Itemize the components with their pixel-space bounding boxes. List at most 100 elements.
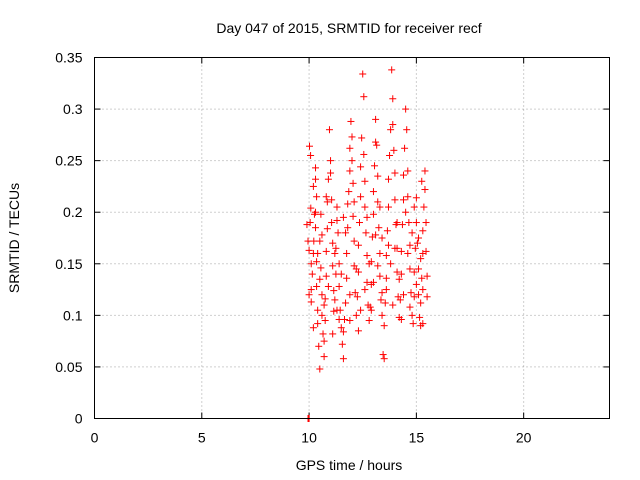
data-point xyxy=(366,303,374,311)
data-point xyxy=(374,172,382,180)
data-point xyxy=(332,244,340,252)
data-point xyxy=(375,224,383,232)
data-point xyxy=(312,175,320,183)
y-tick-label: 0.15 xyxy=(55,256,82,272)
data-point xyxy=(330,287,338,295)
data-point xyxy=(391,244,399,252)
data-point xyxy=(423,293,431,301)
data-point xyxy=(371,162,379,170)
data-point xyxy=(316,275,324,283)
data-point xyxy=(416,313,424,321)
data-point xyxy=(379,351,387,359)
data-point xyxy=(322,193,330,201)
data-point xyxy=(382,286,390,294)
data-point xyxy=(397,247,405,255)
data-point xyxy=(335,315,343,323)
grid-layer xyxy=(94,57,610,419)
data-point xyxy=(342,299,350,307)
data-point xyxy=(398,221,406,229)
data-point xyxy=(344,224,352,232)
data-point xyxy=(358,134,366,142)
data-point xyxy=(314,249,322,257)
data-point xyxy=(354,327,362,335)
data-point xyxy=(353,293,361,301)
y-tick-label: 0.3 xyxy=(63,101,83,117)
data-point xyxy=(404,167,412,175)
data-point xyxy=(335,282,343,290)
data-point xyxy=(337,324,345,332)
data-point xyxy=(382,274,390,282)
data-point xyxy=(312,224,320,232)
data-point xyxy=(333,216,341,224)
data-point xyxy=(390,146,398,154)
data-point xyxy=(415,234,423,242)
data-point xyxy=(410,203,418,211)
data-point xyxy=(409,320,417,328)
y-axis-label: SRMTID / TECUs xyxy=(6,183,22,293)
data-point xyxy=(357,163,365,171)
data-point xyxy=(369,210,377,218)
data-point xyxy=(400,291,407,299)
data-point xyxy=(403,126,411,134)
data-point xyxy=(387,260,395,268)
data-point xyxy=(323,198,331,206)
data-point xyxy=(423,272,431,280)
data-point xyxy=(421,186,429,194)
data-point xyxy=(321,295,329,303)
data-point xyxy=(307,298,315,306)
data-point xyxy=(333,306,341,314)
data-point xyxy=(365,317,373,325)
data-point xyxy=(352,311,360,319)
data-point xyxy=(354,241,362,249)
data-point xyxy=(306,142,314,150)
data-point xyxy=(316,365,324,373)
data-point xyxy=(333,203,341,211)
data-point xyxy=(307,204,315,212)
data-point xyxy=(346,167,354,175)
data-point xyxy=(322,272,330,280)
y-tick-label: 0 xyxy=(75,411,83,427)
data-point xyxy=(318,231,326,239)
x-tick-label: 10 xyxy=(301,430,317,446)
data-point xyxy=(418,274,426,282)
data-point xyxy=(412,219,420,227)
data-point xyxy=(313,258,321,266)
data-point xyxy=(373,141,381,149)
data-point xyxy=(359,70,367,78)
data-point xyxy=(389,121,397,129)
data-point xyxy=(334,229,342,237)
data-point xyxy=(343,249,351,257)
data-point xyxy=(396,296,404,304)
data-point xyxy=(406,241,414,249)
data-point xyxy=(315,342,323,350)
data-point xyxy=(331,296,339,304)
data-point xyxy=(397,315,405,323)
data-point xyxy=(372,115,380,123)
data-point xyxy=(350,237,358,245)
data-point xyxy=(314,306,322,314)
x-axis-label: GPS time / hours xyxy=(296,457,403,473)
data-point xyxy=(346,144,354,152)
data-point xyxy=(389,95,397,103)
data-point xyxy=(352,265,360,273)
data-point xyxy=(384,175,392,183)
data-point xyxy=(374,198,382,206)
data-point xyxy=(372,138,380,146)
data-point xyxy=(346,317,354,325)
data-point xyxy=(329,330,337,338)
data-point xyxy=(312,208,320,216)
data-point xyxy=(393,219,401,227)
data-point xyxy=(310,237,318,245)
data-point xyxy=(419,227,427,235)
data-point xyxy=(324,175,332,183)
data-point xyxy=(313,282,321,290)
data-point xyxy=(328,219,336,227)
data-point xyxy=(374,262,382,270)
data-point xyxy=(313,193,321,201)
data-point xyxy=(316,237,324,245)
data-point xyxy=(376,272,384,280)
data-point xyxy=(307,286,315,294)
data-point xyxy=(410,268,418,276)
data-point xyxy=(317,264,325,272)
data-point xyxy=(357,306,365,314)
